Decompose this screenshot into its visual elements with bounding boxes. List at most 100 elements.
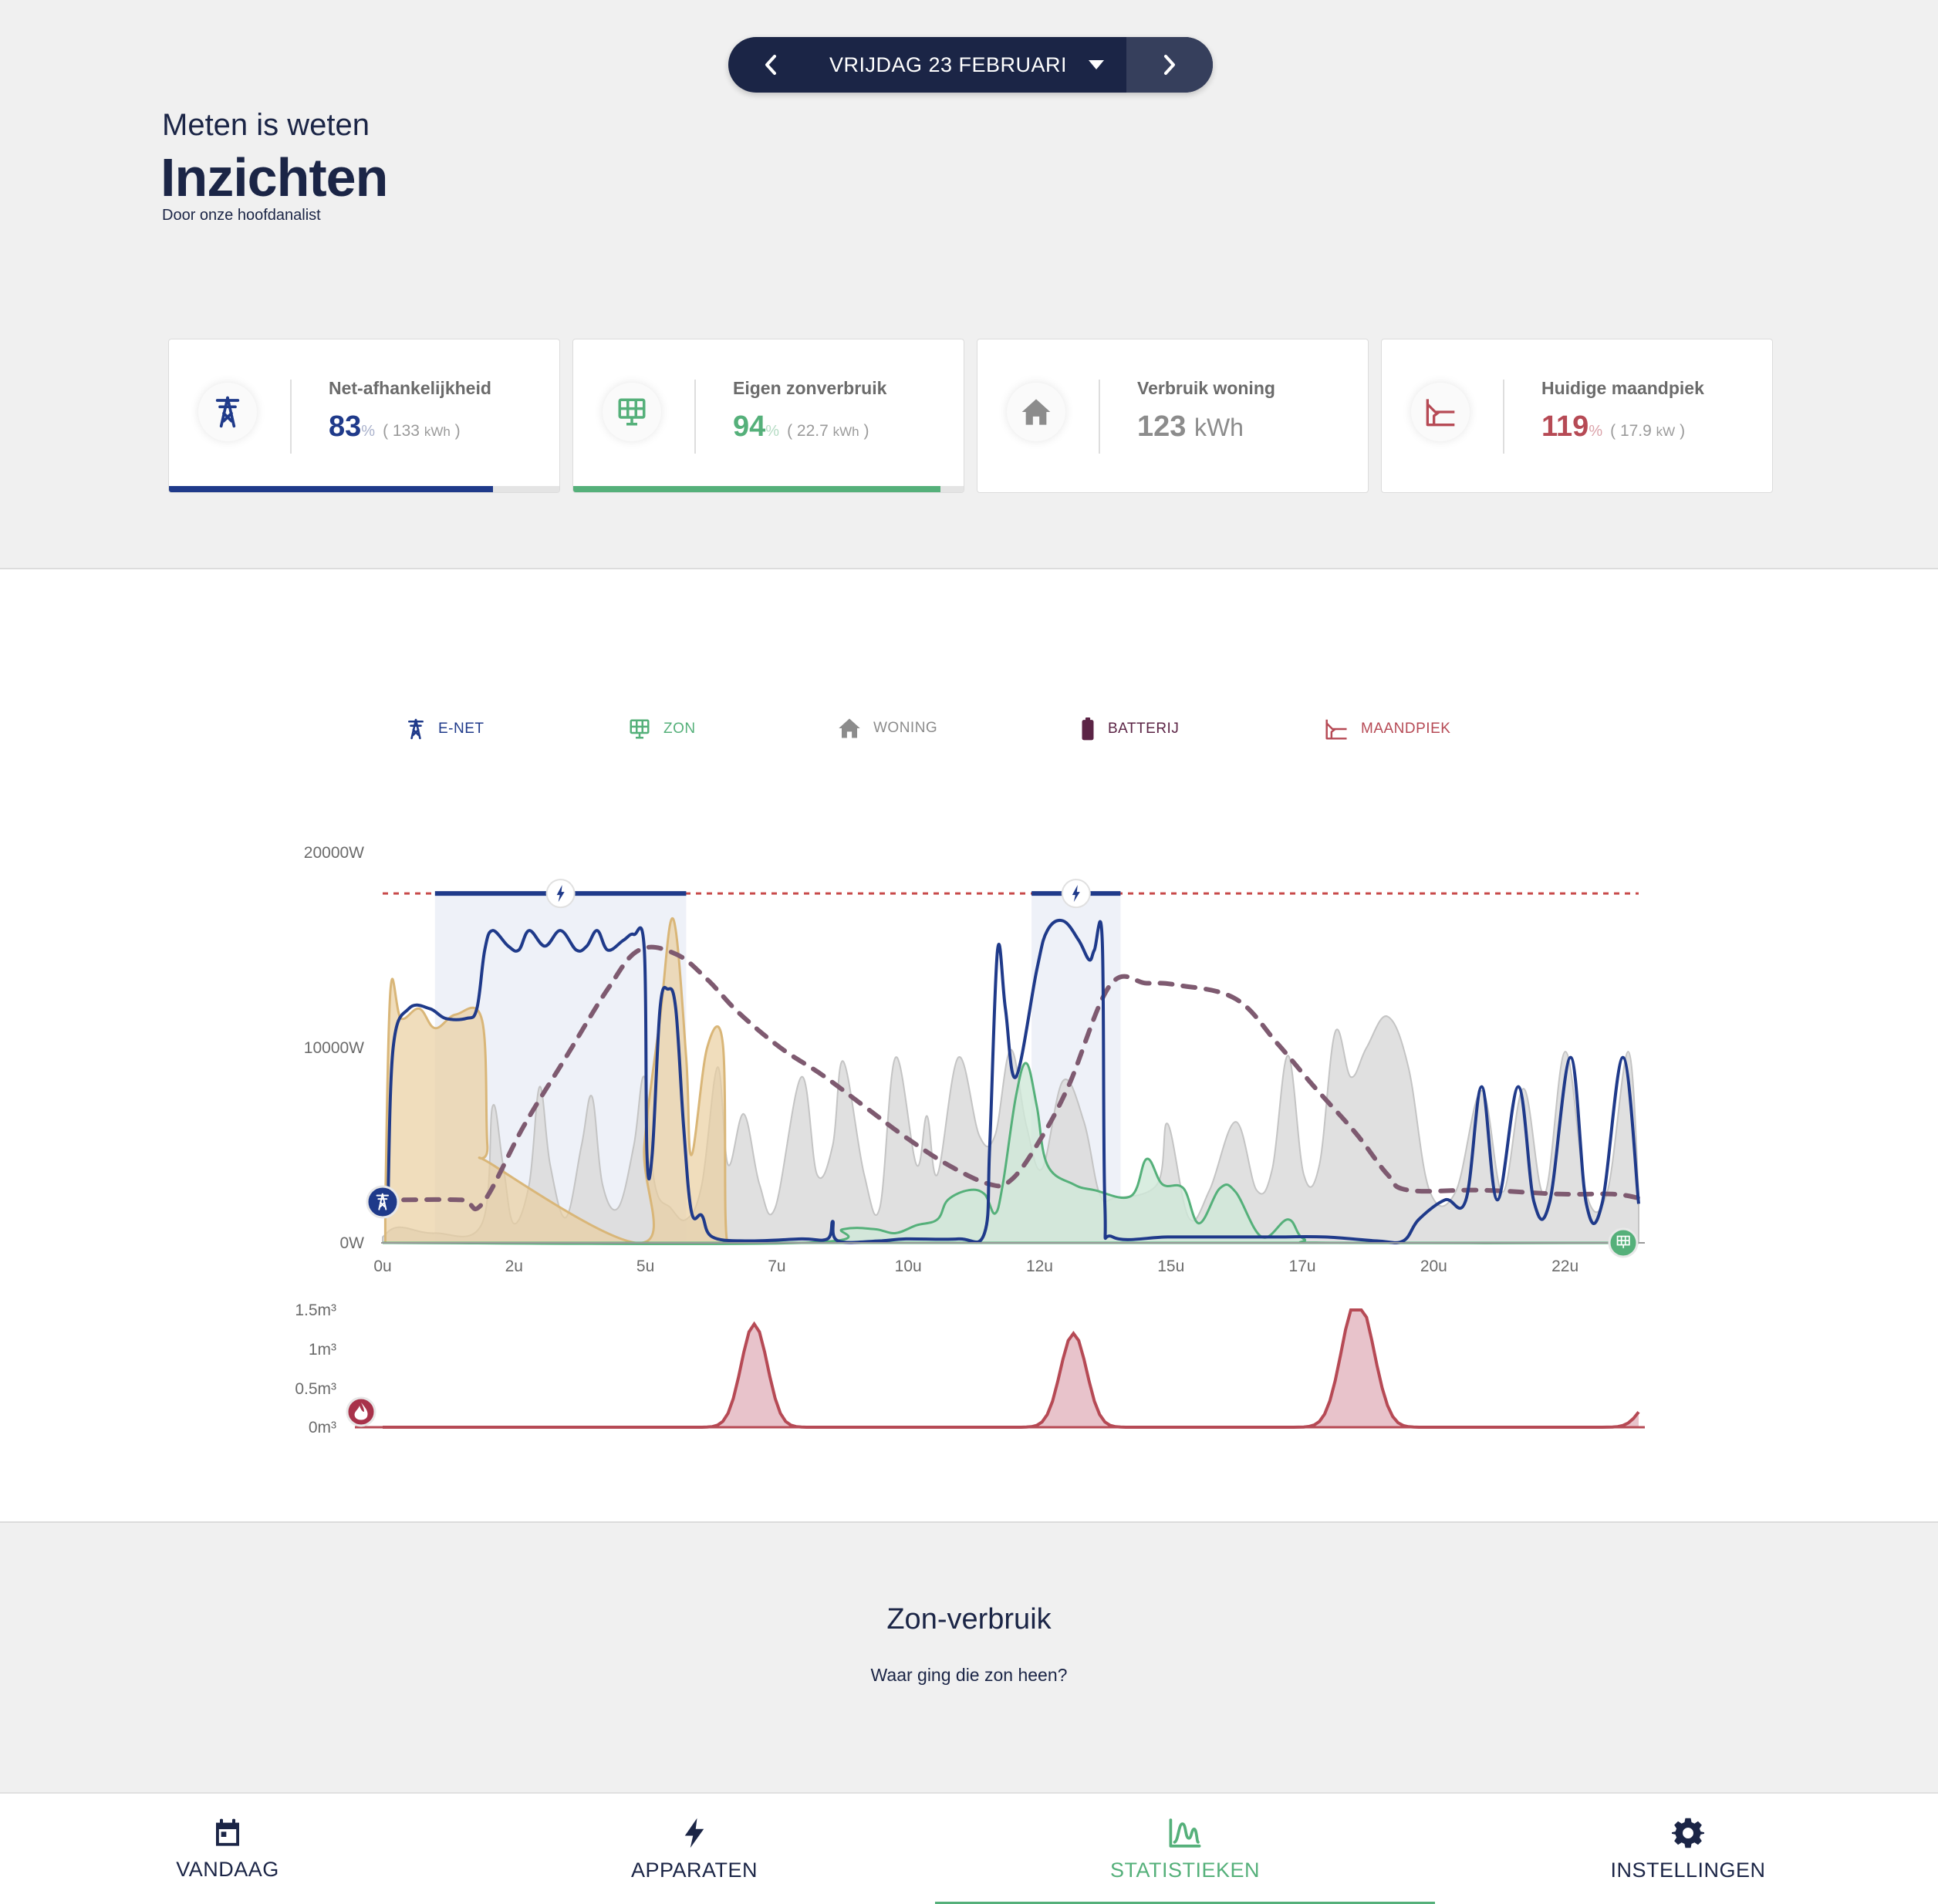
card-separator: [1099, 380, 1100, 454]
legend-label: WONING: [873, 720, 938, 736]
pylon-icon-stroke: [378, 1193, 383, 1210]
next-day-button[interactable]: [1126, 37, 1213, 93]
card-value: 123 kWh: [1137, 410, 1244, 444]
card-value: 119% ( 17.9 kW ): [1541, 410, 1685, 444]
peak-chart-icon: [1426, 399, 1455, 427]
card-sub-value: ( 17.9 kW ): [1610, 422, 1685, 440]
chart-line-icon: [1169, 1818, 1201, 1848]
page-kicker: Meten is weten: [162, 108, 370, 142]
card-icon-wrap: [1007, 383, 1065, 441]
card-separator: [290, 380, 292, 454]
bolt-icon: [684, 1818, 704, 1848]
card-value-unit: kWh: [1194, 414, 1244, 441]
card-sub-number: 22.7: [796, 422, 829, 440]
series-enet-line: [386, 918, 1640, 1244]
battery-icon: [1082, 717, 1094, 741]
x-axis-label: 2u: [505, 1258, 523, 1275]
card-title: Net-afhankelijkheid: [329, 378, 491, 398]
card-title: Verbruik woning: [1137, 378, 1275, 398]
card-separator: [694, 380, 696, 454]
nav-label: STATISTIEKEN: [1109, 1858, 1261, 1882]
card-sub-unit: kWh: [424, 424, 451, 439]
x-axis-label: 10u: [895, 1258, 922, 1275]
legend-item-enet[interactable]: E-NET: [406, 717, 484, 741]
x-axis-label: 15u: [1157, 1258, 1184, 1275]
card-title: Eigen zonverbruik: [733, 378, 887, 398]
previous-day-button[interactable]: [728, 37, 813, 93]
x-axis-label: 7u: [768, 1258, 785, 1275]
card-sub-close: ): [454, 422, 461, 440]
card-icon-wrap: [1411, 383, 1470, 441]
power-chart: 20000W 10000W 0W 0u 2u 5u 7u 10u 12u 15u 17u 20u 22…: [295, 844, 1645, 1436]
date-label[interactable]: VRIJDAG 23 FEBRUARI: [829, 52, 1068, 76]
gas-area: [383, 1310, 1639, 1427]
section-title: Zon-verbruik: [886, 1603, 1052, 1636]
enet-axis-badge: [366, 1185, 400, 1219]
legend-item-maandpiek[interactable]: MAANDPIEK: [1324, 717, 1450, 741]
gear-icon: [1672, 1818, 1704, 1848]
card-progress-fill: [573, 486, 940, 492]
series-batterij-area: [383, 917, 730, 1244]
pylon-icon: [215, 396, 240, 428]
card-value: 94% ( 22.7 kWh ): [733, 410, 869, 444]
card-progress-fill: [169, 486, 493, 492]
page-subtitle: Door onze hoofdanalist: [162, 207, 321, 224]
card-verbruik-woning[interactable]: Verbruik woning 123 kWh: [977, 339, 1369, 493]
bottom-navigation: VANDAAG APPARATEN STATISTIEKEN INSTELLIN…: [0, 1792, 1938, 1904]
nav-item-apparaten[interactable]: APPARATEN: [582, 1794, 806, 1904]
legend-item-zon[interactable]: ZON: [628, 717, 696, 741]
house-icon: [1021, 399, 1051, 425]
card-progress-track: [573, 486, 964, 492]
caret-down-icon: [1089, 60, 1104, 69]
nav-label: INSTELLINGEN: [1610, 1858, 1766, 1882]
calendar-icon: [216, 1818, 239, 1846]
chevron-left-icon: [765, 55, 776, 75]
gas-y-axis-label: 1.5m³: [295, 1301, 336, 1319]
card-icon-wrap: [603, 383, 661, 441]
peak-chart-icon: [1325, 719, 1347, 740]
chevron-right-icon: [1164, 55, 1175, 75]
nav-label: APPARATEN: [630, 1858, 758, 1882]
nav-item-instellingen[interactable]: INSTELLINGEN: [1574, 1794, 1802, 1904]
date-dropdown-button[interactable]: [1077, 37, 1116, 93]
solar-panel-icon: [618, 398, 646, 426]
section-subtitle: Waar ging die zon heen?: [870, 1665, 1068, 1685]
flame-icon: [354, 1403, 368, 1420]
pylon-icon: [408, 718, 424, 740]
page-title: Inzichten: [160, 147, 388, 208]
bolt-icon: [1072, 885, 1080, 903]
y-axis-label: 10000W: [304, 1039, 364, 1057]
nav-active-indicator: [935, 1902, 1435, 1904]
gas-line: [383, 1308, 1640, 1429]
card-sub-open: (: [383, 422, 389, 440]
solar-panel-icon: [630, 719, 650, 739]
card-eigen-zonverbruik[interactable]: Eigen zonverbruik 94% ( 22.7 kWh ): [572, 339, 964, 493]
card-sub-open: (: [1610, 422, 1616, 440]
y-axis-label: 0W: [340, 1234, 365, 1252]
legend-item-batterij[interactable]: BATTERIJ: [1080, 717, 1179, 741]
x-axis-label: 17u: [1289, 1258, 1316, 1275]
bolt-icon: [556, 885, 565, 903]
card-sub-number: 133: [392, 422, 420, 440]
card-value-unit: %: [1589, 423, 1603, 440]
y-axis-label: 20000W: [304, 844, 364, 862]
nav-item-statistieken[interactable]: STATISTIEKEN: [935, 1794, 1435, 1904]
card-value-number: 123: [1137, 410, 1187, 443]
card-separator: [1503, 380, 1504, 454]
card-value-unit: %: [765, 423, 780, 440]
card-net-afhankelijkheid[interactable]: Net-afhankelijkheid 83% ( 133 kWh ): [168, 339, 560, 493]
card-value: 83% ( 133 kWh ): [329, 410, 461, 444]
card-sub-value: ( 133 kWh ): [383, 422, 461, 440]
card-sub-value: ( 22.7 kWh ): [787, 422, 869, 440]
gas-y-axis-label: 1m³: [309, 1341, 336, 1359]
card-sub-unit: kWh: [832, 424, 859, 439]
card-sub-close: ): [863, 422, 869, 440]
gas-y-axis-label: 0m³: [309, 1419, 336, 1436]
nav-item-vandaag[interactable]: VANDAAG: [116, 1794, 339, 1904]
x-axis-label: 22u: [1551, 1258, 1578, 1275]
legend-item-woning[interactable]: WONING: [838, 717, 937, 739]
card-huidige-maandpiek[interactable]: Huidige maandpiek 119% ( 17.9 kW ): [1381, 339, 1773, 493]
legend-label: E-NET: [438, 721, 484, 737]
card-progress-track: [169, 486, 559, 492]
series-belasting-line: [401, 944, 1641, 1212]
